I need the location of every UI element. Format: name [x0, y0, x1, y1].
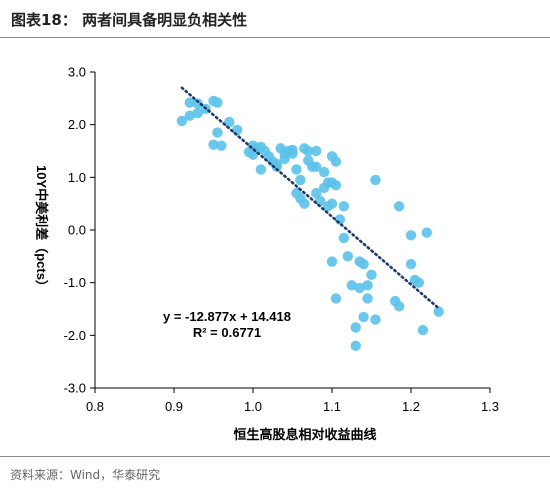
data-point: [311, 145, 322, 157]
data-point: [342, 251, 353, 262]
data-point: [271, 161, 282, 172]
data-point: [303, 145, 314, 157]
footer-divider: [0, 456, 550, 457]
data-point: [334, 214, 346, 225]
data-point: [176, 115, 188, 127]
data-point: [366, 269, 377, 280]
x-tick-label: 1.3: [481, 399, 499, 414]
data-point: [421, 227, 432, 238]
y-tick-label: 2.0: [68, 117, 86, 132]
data-point: [311, 187, 322, 199]
regression-equation: y = -12.877x + 14.418: [163, 309, 291, 324]
data-point: [287, 148, 298, 159]
data-point: [314, 195, 326, 207]
data-point: [405, 259, 417, 270]
data-point: [216, 140, 227, 151]
y-tick-label: 1.0: [68, 170, 86, 185]
data-point: [346, 280, 357, 291]
source-note: 资料来源：Wind，华泰研究: [10, 468, 161, 482]
data-points: [176, 95, 444, 352]
data-point: [232, 124, 243, 136]
data-point: [433, 306, 444, 317]
data-point: [326, 198, 338, 209]
data-point: [362, 280, 373, 291]
x-tick-label: 1.2: [402, 399, 420, 414]
y-tick-label: -1.0: [64, 275, 86, 290]
data-point: [370, 174, 381, 186]
data-point: [338, 201, 350, 212]
x-axis-label: 恒生高股息相对收益曲线: [233, 427, 376, 442]
trendline: [180, 86, 440, 310]
data-point: [291, 164, 302, 175]
data-point: [338, 232, 350, 244]
data-point: [362, 293, 373, 304]
data-point: [311, 161, 322, 172]
data-point: [354, 282, 365, 294]
axis-labels: 恒生高股息相对收益曲线 10Y中美利差（pcts）: [34, 165, 377, 442]
data-point: [413, 277, 425, 288]
data-point: [279, 153, 290, 165]
data-point: [417, 324, 429, 336]
data-point: [255, 164, 267, 175]
y-tick-label: 0.0: [68, 223, 86, 238]
data-point: [358, 311, 369, 323]
data-point: [405, 230, 417, 241]
figure-title: 图表18： 两者间具备明显负相关性: [11, 11, 248, 29]
axes: 0.8 0.9 1.0 1.1 1.2 1.3 3.0 2.0 1.0 0.0 -1.0 -2.0 -3…: [64, 65, 499, 415]
data-point: [370, 314, 381, 325]
data-point: [299, 198, 310, 209]
data-point: [184, 110, 195, 121]
regression-annotation: y = -12.877x + 14.418 R² = 0.6771: [163, 309, 291, 340]
data-point: [208, 139, 219, 150]
y-tick-label: -2.0: [64, 328, 86, 343]
y-tick-label: 3.0: [68, 65, 86, 80]
data-point: [212, 97, 223, 108]
x-tick-label: 1.0: [244, 399, 262, 414]
y-axis-label: 10Y中美利差（pcts）: [34, 165, 49, 293]
data-point: [224, 116, 235, 128]
scatter-chart: 0.8 0.9 1.0 1.1 1.2 1.3 3.0 2.0 1.0 0.0 -1.0 -2.0 -3…: [34, 65, 499, 443]
data-point: [192, 107, 203, 119]
data-point: [330, 293, 342, 304]
y-tick-label: -3.0: [64, 381, 86, 396]
x-tick-label: 0.9: [165, 399, 183, 414]
data-point: [192, 98, 203, 109]
data-point: [212, 127, 223, 138]
header-divider: [0, 37, 550, 38]
data-point: [318, 166, 330, 178]
data-point: [295, 174, 306, 186]
data-point: [354, 256, 365, 267]
data-point: [393, 201, 405, 212]
data-point: [350, 322, 361, 333]
data-point: [330, 180, 342, 191]
r-squared: R² = 0.6771: [193, 325, 261, 340]
x-tick-label: 1.1: [323, 399, 341, 414]
data-point: [326, 256, 338, 267]
x-tick-label: 0.8: [86, 399, 104, 414]
data-point: [330, 156, 342, 167]
figure-header: 图表18： 两者间具备明显负相关性: [0, 0, 550, 38]
data-point: [184, 97, 195, 108]
data-point: [393, 301, 405, 312]
data-point: [350, 340, 361, 352]
